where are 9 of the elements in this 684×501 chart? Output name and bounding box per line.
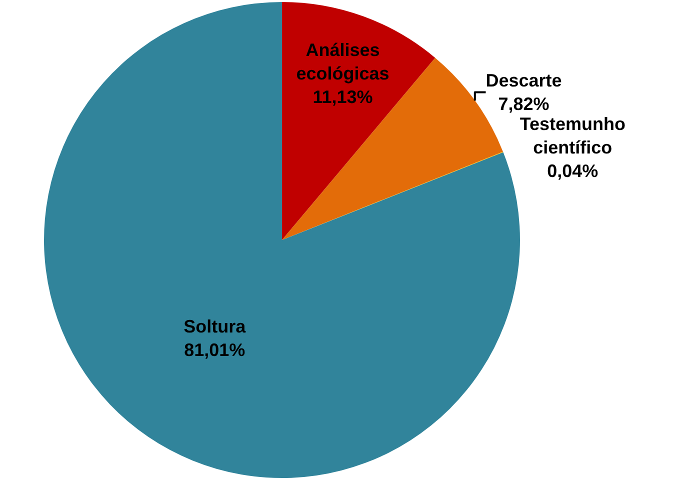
data-label: 11,13% — [312, 86, 373, 107]
slice-label: Soltura — [184, 316, 247, 337]
slice-label: Testemunho científico — [520, 114, 626, 158]
slice-label: Descarte — [486, 70, 562, 91]
data-label: 0,04% — [547, 160, 598, 181]
data-label: 81,01% — [184, 340, 246, 360]
data-label: 7,82% — [498, 94, 550, 114]
slice-label: Análises ecológicas — [296, 40, 390, 84]
pie-slice — [282, 2, 436, 240]
